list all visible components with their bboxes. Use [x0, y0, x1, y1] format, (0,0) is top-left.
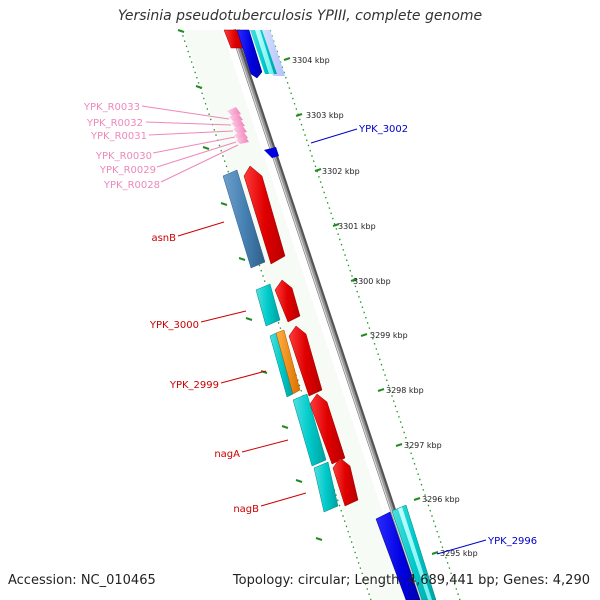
gene-asnB[interactable]	[243, 165, 286, 265]
trna-track	[227, 107, 249, 144]
label-ypk-r0033[interactable]: YPK_R0033	[83, 102, 140, 113]
gene-top-blue[interactable]	[236, 29, 263, 79]
ruler-tick	[283, 57, 291, 61]
ruler-label: 3304 kbp	[292, 56, 330, 65]
label-ypk-r0029[interactable]: YPK_R0029	[99, 165, 156, 176]
label-nagA[interactable]: nagA	[214, 449, 240, 460]
ruler-label: 3298 kbp	[386, 386, 424, 395]
label-ypk3002[interactable]: YPK_3002	[358, 124, 408, 135]
ruler-label: 3295 kbp	[440, 549, 478, 558]
gene-ypk2999[interactable]	[288, 325, 323, 397]
accession-text: Accession: NC_010465	[8, 573, 156, 588]
red-gene-labels: asnB YPK_3000 YPK_2999 nagA nagB	[149, 221, 307, 515]
label-ypk-r0032[interactable]: YPK_R0032	[86, 118, 143, 129]
label-nagB[interactable]: nagB	[233, 504, 259, 515]
backbone-highlight	[230, 29, 422, 600]
gene-nagA[interactable]	[309, 393, 346, 465]
ruler-track: 3304 kbp 3303 kbp 3302 kbp 3301 kbp 3300…	[283, 56, 478, 558]
gene-ypk3000[interactable]	[274, 279, 301, 323]
ruler-tick	[332, 223, 340, 227]
ruler-tick	[295, 113, 303, 117]
cog-asnB[interactable]	[222, 169, 266, 269]
gene-ypk2996[interactable]	[375, 511, 421, 600]
inner-guide-line	[180, 29, 372, 600]
cog-nagB[interactable]	[313, 461, 339, 513]
ruler-tick	[431, 551, 439, 555]
cog-track	[222, 169, 339, 513]
label-ypk2996[interactable]: YPK_2996	[487, 536, 537, 547]
ruler-label: 3296 kbp	[422, 495, 460, 504]
backbone	[230, 29, 424, 600]
forward-genes	[223, 29, 359, 507]
label-ypk2999[interactable]: YPK_2999	[169, 380, 219, 391]
map-title: Yersinia pseudotuberculosis YPIII, compl…	[117, 8, 483, 24]
ruler-label: 3297 kbp	[404, 441, 442, 450]
label-ypk-r0030[interactable]: YPK_R0030	[95, 151, 152, 162]
trna-labels: YPK_R0033 YPK_R0032 YPK_R0031 YPK_R0030 …	[83, 102, 239, 191]
gene-ypk3002[interactable]	[264, 147, 279, 158]
outer-guide-line	[269, 29, 461, 600]
ruler-label: 3303 kbp	[306, 111, 344, 120]
blue-gene-labels: YPK_3002 YPK_2996	[310, 124, 537, 555]
cog-ypk3000[interactable]	[255, 283, 281, 327]
trna-chevron[interactable]	[236, 136, 249, 144]
cog-nagA[interactable]	[292, 393, 327, 467]
ruler-tick	[360, 333, 368, 337]
ruler-tick	[314, 168, 322, 172]
ruler-label: 3302 kbp	[322, 167, 360, 176]
reverse-genes	[236, 29, 437, 600]
ruler-tick	[377, 388, 385, 392]
label-ypk3000[interactable]: YPK_3000	[149, 320, 199, 331]
ruler-tick	[350, 278, 358, 282]
cog-ypk2999-b[interactable]	[275, 329, 301, 395]
ruler-label: 3299 kbp	[370, 331, 408, 340]
label-ypk-r0031[interactable]: YPK_R0031	[90, 131, 147, 142]
ruler-label: 3301 kbp	[338, 222, 376, 231]
cog-ypk2996-light[interactable]	[398, 507, 432, 600]
ruler-tick	[395, 443, 403, 447]
genome-summary-text: Topology: circular; Length: 4,689,441 bp…	[232, 573, 590, 588]
cog-top-lightcyan[interactable]	[255, 30, 274, 74]
label-ypk-r0028[interactable]: YPK_R0028	[103, 180, 160, 191]
label-asnB[interactable]: asnB	[151, 233, 176, 244]
ruler-tick	[413, 497, 421, 501]
ruler-label: 3300 kbp	[353, 277, 391, 286]
gene-nagB[interactable]	[332, 457, 359, 507]
